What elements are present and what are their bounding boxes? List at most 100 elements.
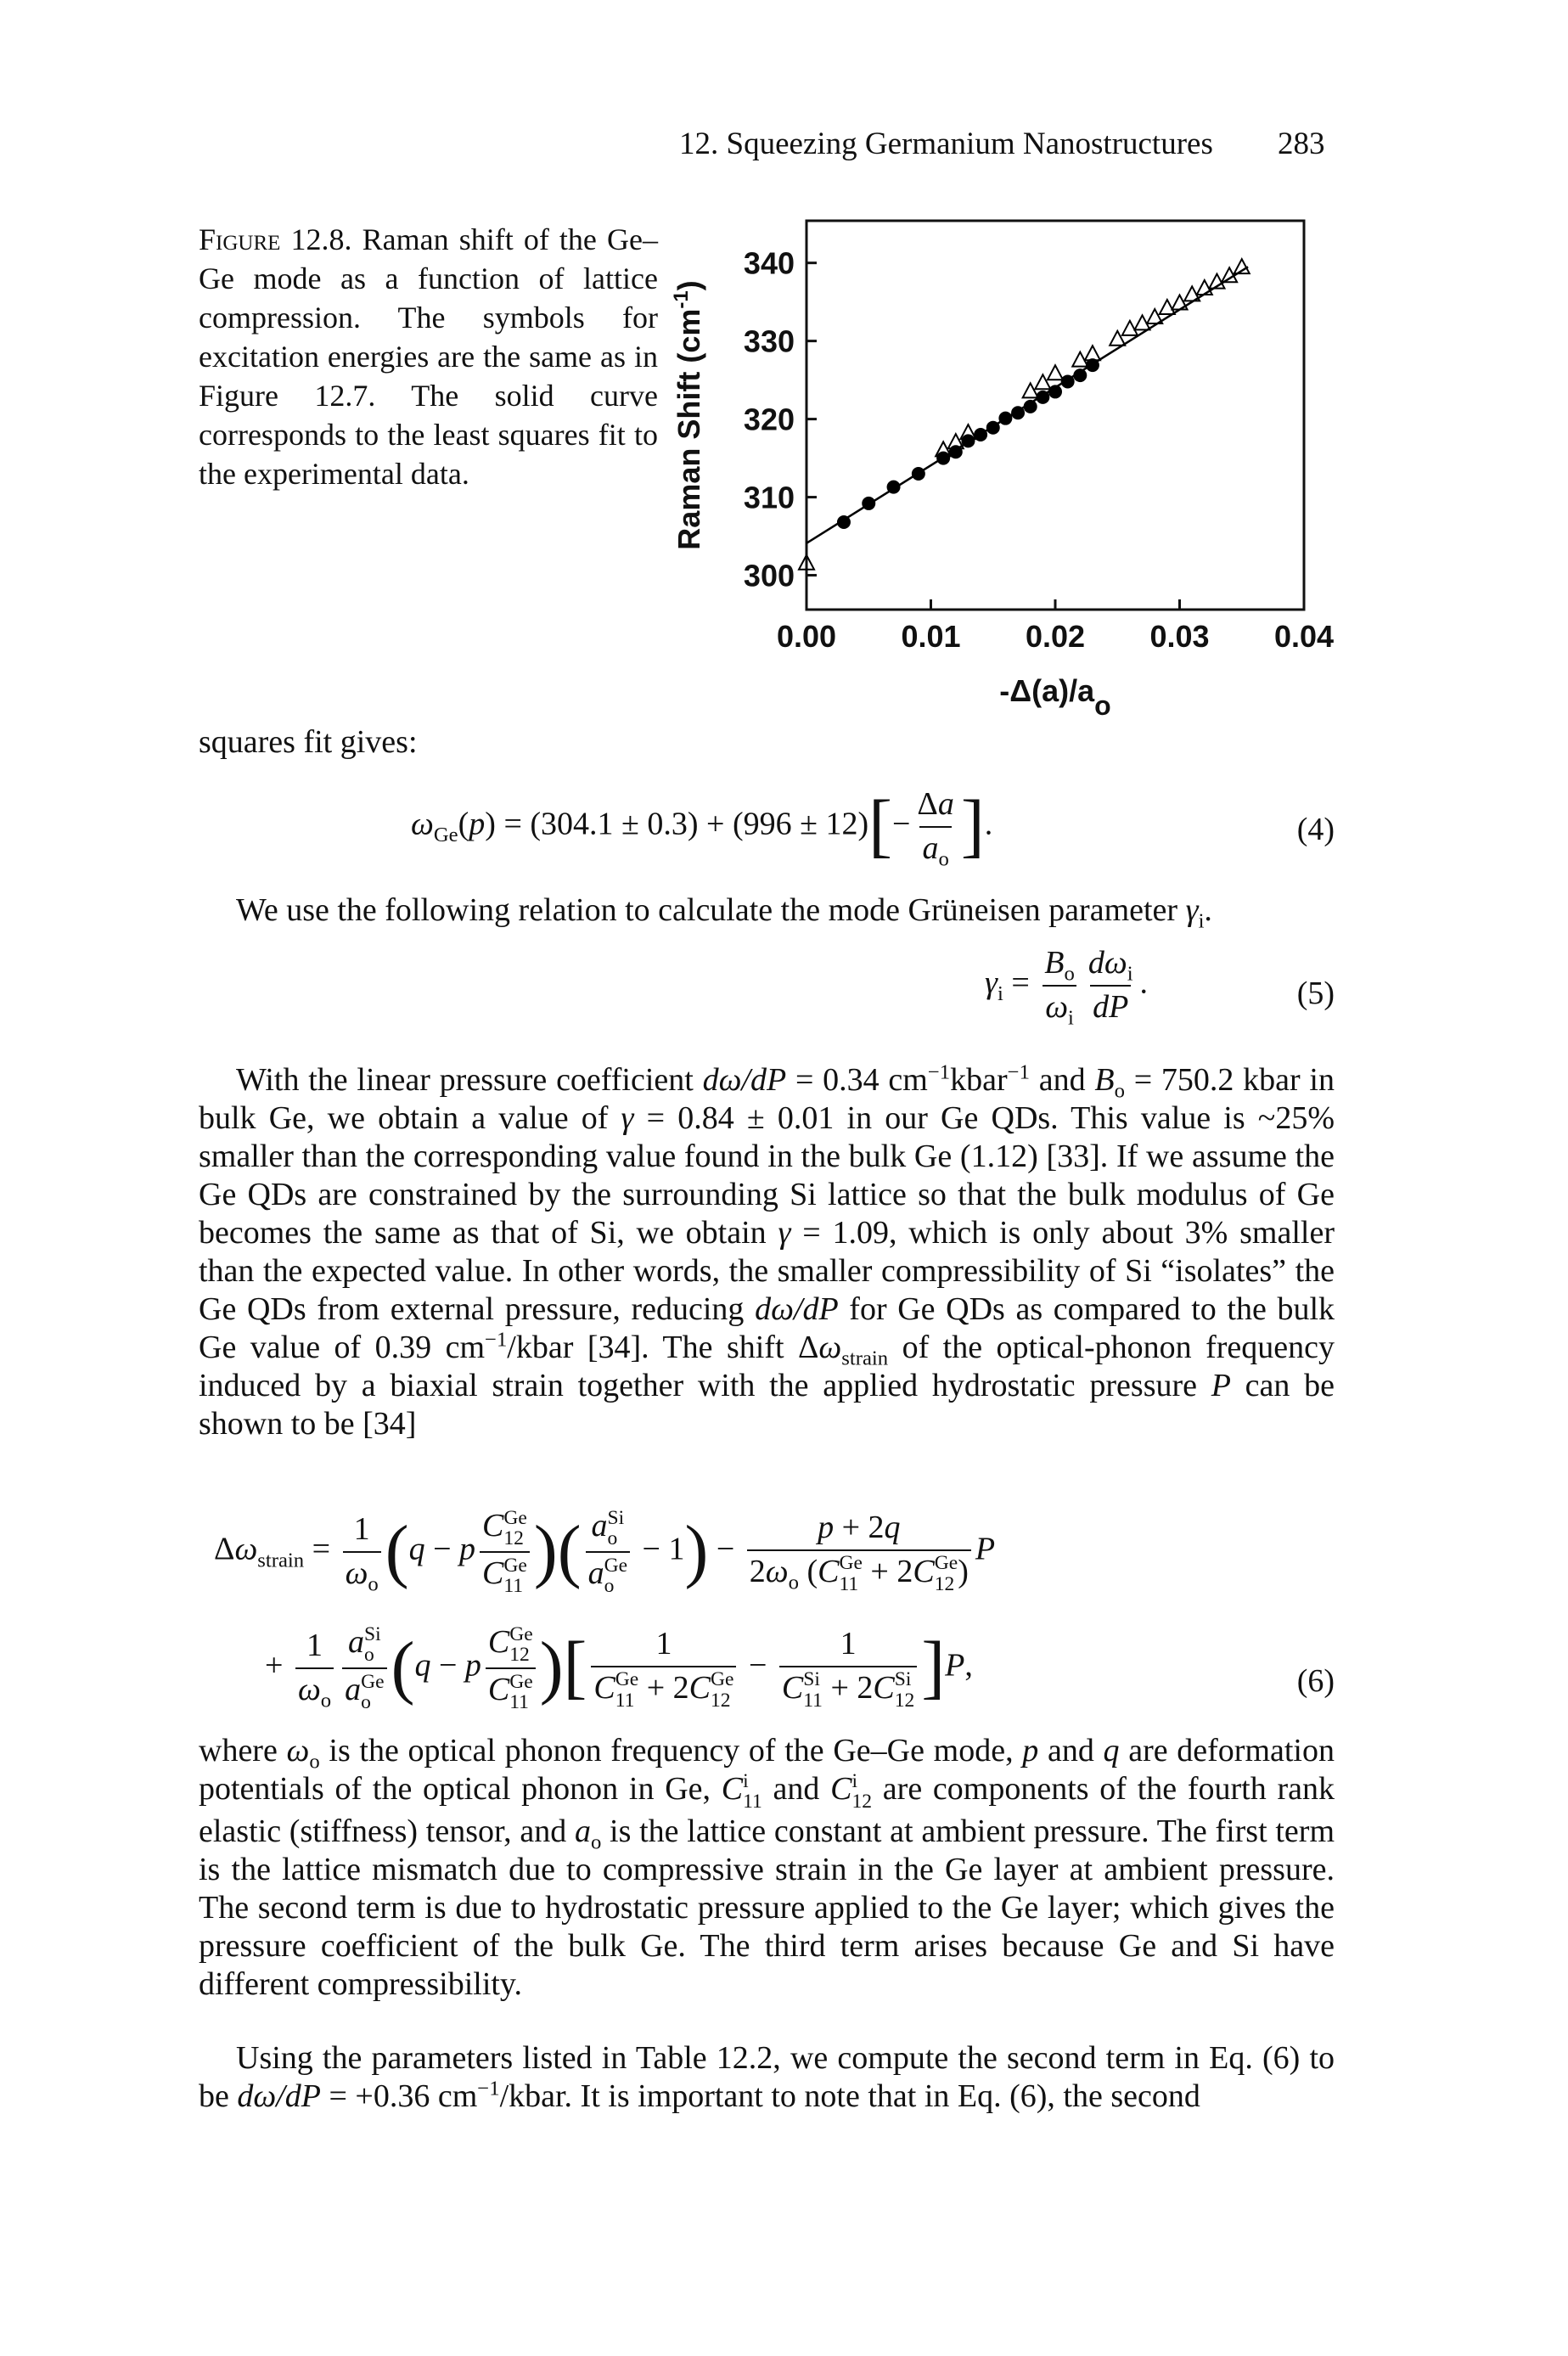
paragraph: With the linear pressure coefficient dω/… bbox=[199, 1061, 1335, 1443]
text-run: . bbox=[1139, 964, 1149, 1001]
x-axis-label-main: -Δ(a)/a bbox=[999, 673, 1095, 708]
bracket: ] bbox=[921, 1628, 946, 1707]
math-italic: dω/dP bbox=[237, 2078, 321, 2114]
superscript: Ge bbox=[509, 1622, 533, 1645]
page-number: 283 bbox=[1278, 127, 1325, 161]
sub-superscript: Si 12 bbox=[895, 1669, 915, 1711]
fraction: 1 C Si 11 + 2C Si 12 bbox=[778, 1625, 918, 1712]
superscript: Ge bbox=[503, 1554, 527, 1577]
fraction: a Si o a Ge o bbox=[342, 1623, 387, 1714]
subscript: o bbox=[364, 1644, 374, 1667]
text-run: + 2 bbox=[822, 1669, 874, 1706]
math-italic: p bbox=[464, 1647, 481, 1684]
sub-superscript: Ge o bbox=[361, 1671, 384, 1714]
math-italic: C bbox=[688, 1669, 711, 1706]
data-point bbox=[1132, 313, 1152, 331]
text-run: 1 bbox=[840, 1626, 857, 1662]
subscript: 12 bbox=[934, 1573, 955, 1596]
numerator: 1 bbox=[304, 1627, 325, 1667]
text-run: = +0.36 cm bbox=[320, 2078, 478, 2114]
text-run: and bbox=[1029, 1062, 1095, 1098]
denominator: C Ge 11 bbox=[485, 1667, 536, 1714]
bracket: ( bbox=[385, 1512, 409, 1591]
sub-superscript: i 11 bbox=[743, 1769, 762, 1813]
subscript: o bbox=[590, 1830, 602, 1854]
y-tick-label: 330 bbox=[744, 324, 795, 359]
subscript: o bbox=[309, 1750, 320, 1774]
text-run: Using the parameters listed in Table 12.… bbox=[199, 2040, 1335, 2114]
denominator: 2ωo (C Ge 11 + 2C Ge 12) bbox=[746, 1549, 971, 1595]
superscript: Ge bbox=[509, 1670, 533, 1693]
subscript: o bbox=[361, 1691, 371, 1714]
math-italic: p bbox=[469, 806, 486, 842]
subscript: 11 bbox=[509, 1691, 529, 1714]
text-run: − bbox=[424, 1531, 460, 1567]
data-point bbox=[797, 553, 816, 571]
math-italic: P bbox=[975, 1531, 996, 1567]
superscript: −1 bbox=[1007, 1060, 1030, 1084]
math-italic: C bbox=[913, 1553, 935, 1589]
y-tick-label: 320 bbox=[744, 402, 795, 437]
math-italic: q bbox=[1103, 1733, 1120, 1768]
math-italic: a bbox=[922, 829, 939, 866]
paragraph: We use the following relation to calcula… bbox=[199, 891, 1335, 931]
math-italic: dω/dP bbox=[702, 1062, 787, 1098]
fraction: C Ge 12 C Ge 11 bbox=[480, 1507, 530, 1597]
running-title: 12. Squeezing Germanium Nanostructures bbox=[679, 127, 1213, 161]
superscript: i bbox=[743, 1769, 749, 1792]
equation-number: (5) bbox=[1296, 976, 1335, 1011]
superscript: Ge bbox=[503, 1506, 527, 1529]
sub-superscript: i 12 bbox=[852, 1770, 873, 1813]
math-italic: C bbox=[873, 1669, 895, 1706]
math-italic: p bbox=[1022, 1733, 1039, 1768]
math-italic: P bbox=[1211, 1368, 1231, 1403]
numerator: a Si o bbox=[588, 1507, 627, 1551]
text-run: ( bbox=[798, 1553, 818, 1589]
y-tick-label: 310 bbox=[744, 481, 795, 515]
subscript: o bbox=[788, 1571, 799, 1594]
y-axis-label-sup: -1 bbox=[670, 290, 693, 308]
math-italic: ω bbox=[286, 1733, 310, 1768]
equation-line: ωGe(p) = (304.1 ± 0.3) + (996 ± 12)[− Δa a… bbox=[411, 785, 992, 869]
numerator: Δa bbox=[914, 785, 956, 826]
x-tick-label: 0.03 bbox=[1149, 619, 1209, 654]
text-run: /kbar. It is important to note that in E… bbox=[499, 2078, 1200, 2114]
sub-superscript: Ge 12 bbox=[935, 1553, 958, 1594]
math-italic: q bbox=[408, 1531, 425, 1567]
denominator: dP bbox=[1090, 984, 1132, 1027]
text-run: 1 bbox=[655, 1626, 672, 1662]
equation-line: + 1 ωo a Si o a Ge o (q − p C Ge 12 C Ge 11)[1 C Ge 11 + … bbox=[265, 1623, 973, 1713]
numerator: p + 2q bbox=[815, 1509, 902, 1549]
x-tick-label: 0.04 bbox=[1274, 619, 1334, 654]
text-run: is the optical phonon frequency of the G… bbox=[319, 1733, 1023, 1768]
data-point bbox=[1145, 306, 1164, 325]
text-run: 2 bbox=[749, 1553, 766, 1589]
text-run: kbar bbox=[950, 1062, 1008, 1098]
fraction: p + 2q 2ωo (C Ge 11 + 2C Ge 12) bbox=[746, 1509, 971, 1595]
data-point bbox=[1158, 297, 1177, 316]
equation-number: (4) bbox=[1296, 812, 1335, 847]
math-italic: γ bbox=[1185, 892, 1199, 928]
text-run: 1 bbox=[353, 1511, 370, 1548]
superscript: Ge bbox=[839, 1552, 863, 1575]
numerator: C Ge 12 bbox=[486, 1623, 536, 1667]
subscript: o bbox=[1114, 1079, 1125, 1103]
data-point bbox=[958, 423, 978, 441]
text-run: and bbox=[1038, 1733, 1104, 1768]
math-italic: ω bbox=[345, 1555, 368, 1592]
sub-superscript: Ge 11 bbox=[839, 1553, 862, 1594]
math-italic: C bbox=[482, 1555, 504, 1592]
sub-superscript: Ge 12 bbox=[503, 1506, 527, 1550]
superscript: −1 bbox=[485, 1328, 508, 1352]
subscript: 12 bbox=[503, 1527, 524, 1550]
subscript: i bbox=[997, 981, 1003, 1005]
subscript: strain bbox=[257, 1549, 305, 1572]
data-point bbox=[947, 432, 965, 450]
math-italic: q bbox=[884, 1510, 901, 1546]
bracket: [ bbox=[563, 1628, 587, 1707]
sub-superscript: Ge o bbox=[604, 1555, 627, 1597]
denominator: ao bbox=[919, 825, 952, 869]
text-run: squares fit gives: bbox=[199, 724, 418, 760]
superscript: Ge bbox=[604, 1554, 628, 1577]
